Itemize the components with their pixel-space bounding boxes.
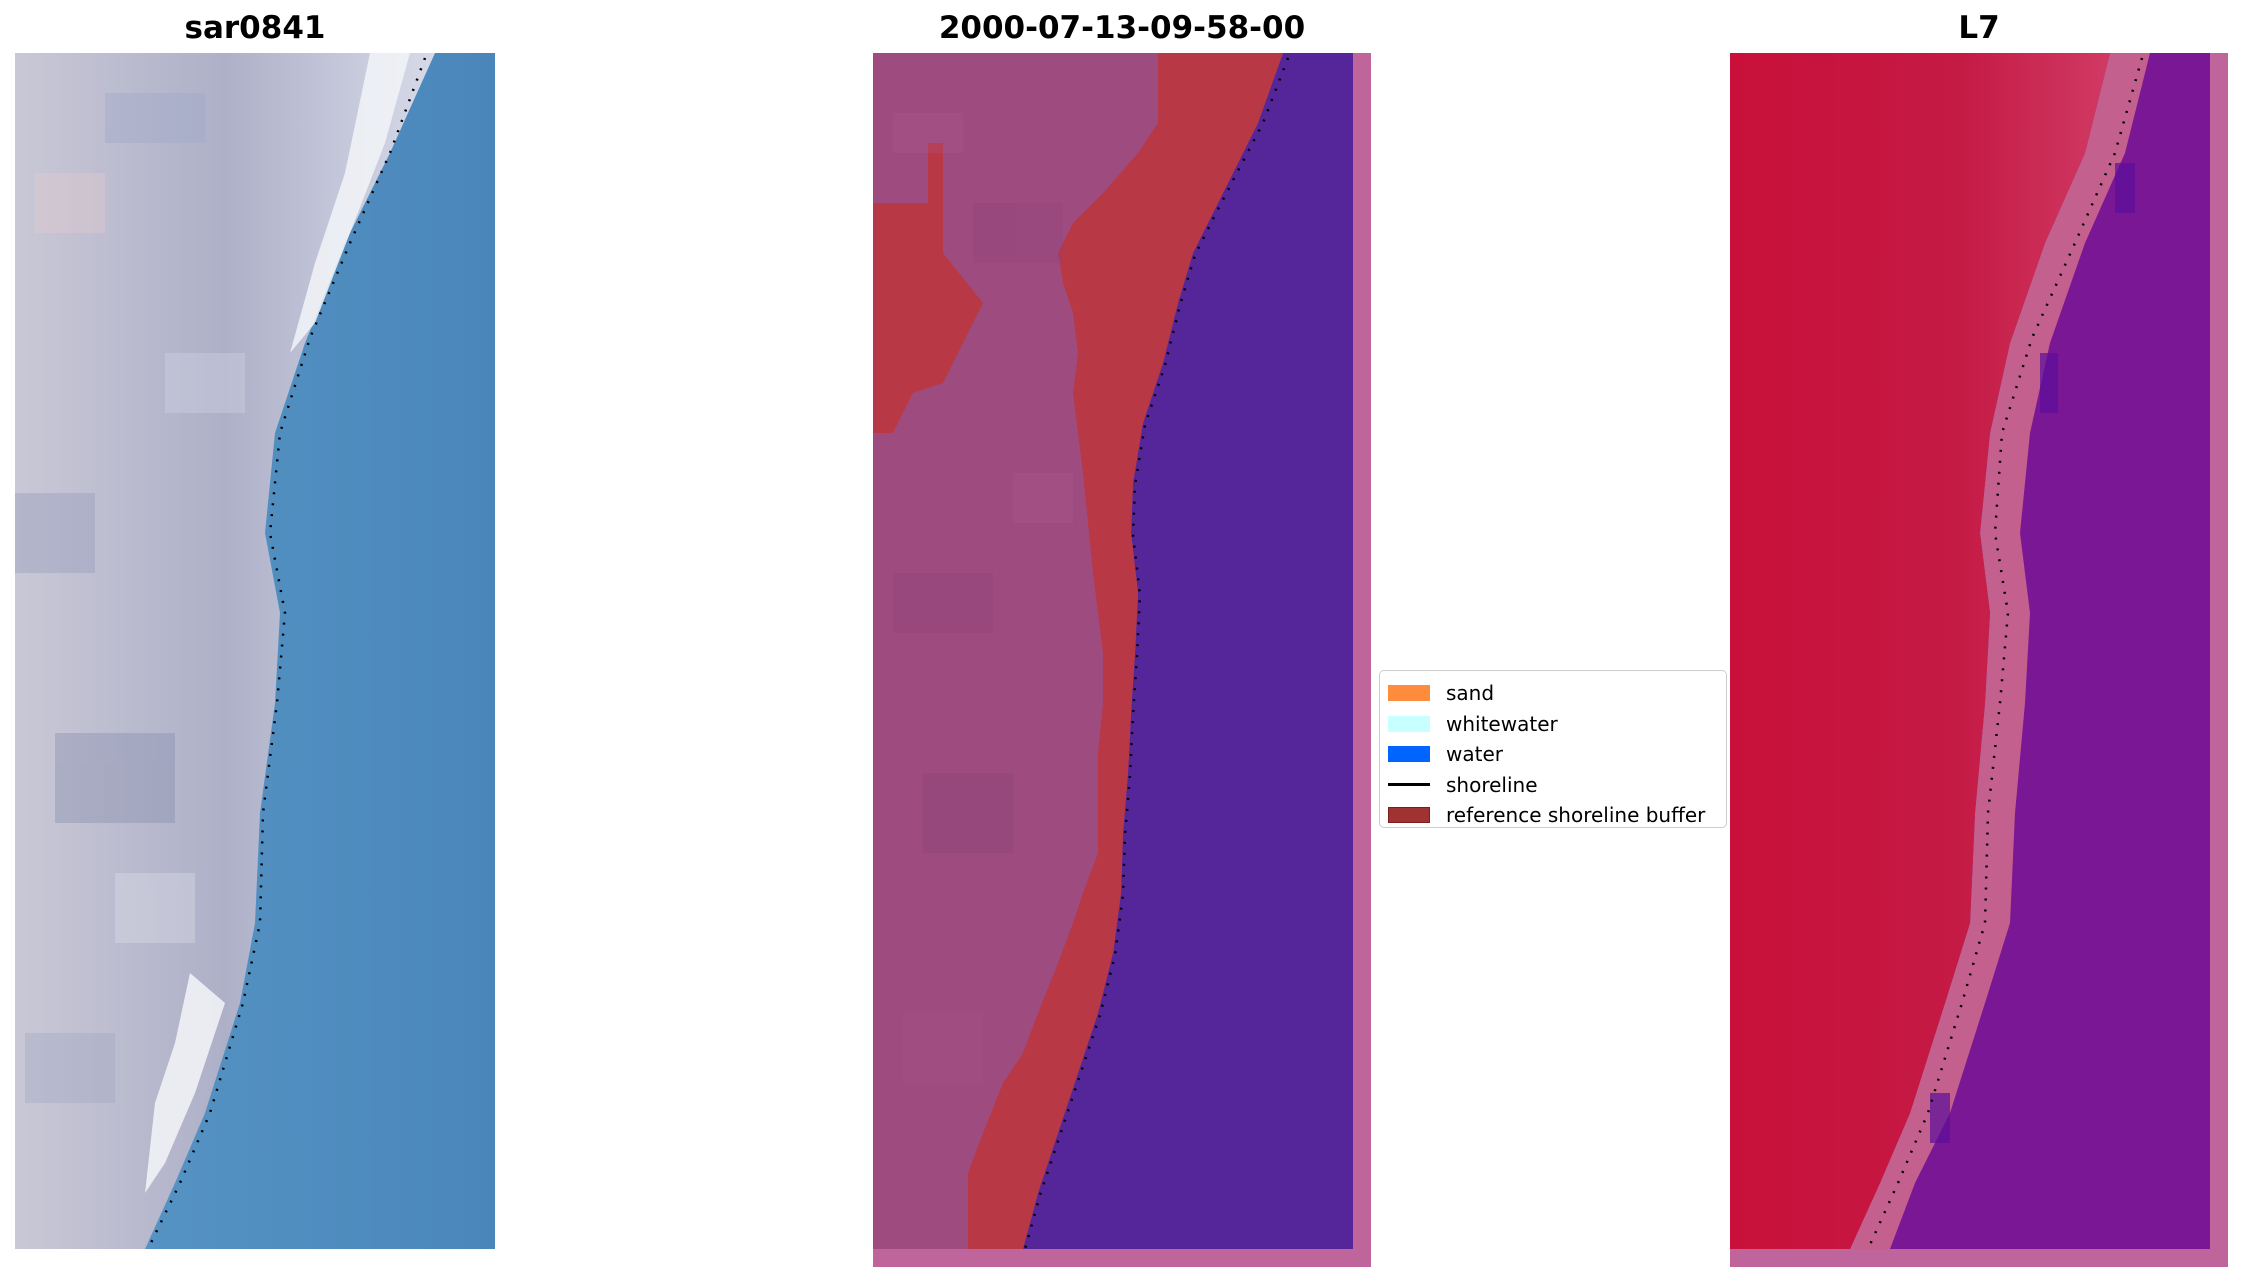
transition-strip <box>1850 53 2150 1249</box>
pixel-texture <box>893 113 1073 1083</box>
panel-title-rgb: sar0841 <box>184 10 326 46</box>
panel-title-index: L7 <box>1958 10 2000 46</box>
panel-title-classified: 2000-07-13-09-58-00 <box>938 10 1306 46</box>
pixel-texture <box>15 93 245 1103</box>
water-swatch <box>1388 746 1430 763</box>
land-area <box>15 53 435 1249</box>
rgb-image-panel <box>15 53 495 1249</box>
sand-swatch <box>1388 685 1430 702</box>
shoreline <box>1866 57 2144 1250</box>
legend-label: reference shoreline buffer <box>1446 803 1706 828</box>
legend-label: water <box>1446 742 1503 767</box>
reference-shoreline-buffer <box>968 53 1283 1249</box>
bright-beach-strip-south <box>145 973 225 1193</box>
legend-label: whitewater <box>1446 711 1558 736</box>
legend-label: shoreline <box>1446 772 1538 797</box>
legend-item-whitewater: whitewater <box>1388 709 1718 740</box>
land-area <box>1730 53 2110 1249</box>
legend-item-sand: sand <box>1388 678 1718 709</box>
dark-water-patches <box>1930 163 2135 1143</box>
land-area <box>873 53 1283 1249</box>
legend-label: sand <box>1446 681 1495 706</box>
buffer-patch-north <box>873 143 983 433</box>
legend-item-reference-buffer: reference shoreline buffer <box>1388 800 1718 831</box>
whitewater-swatch <box>1388 715 1430 732</box>
legend-item-water: water <box>1388 739 1718 770</box>
legend-item-shoreline: shoreline <box>1388 770 1718 801</box>
index-image-panel <box>1730 53 2228 1267</box>
classified-image-panel <box>873 53 1371 1267</box>
legend: sand whitewater water shoreline referenc… <box>1379 670 1727 828</box>
shoreline-swatch <box>1388 783 1430 787</box>
reference-buffer-swatch <box>1388 807 1430 824</box>
bright-beach-strip <box>290 53 410 353</box>
